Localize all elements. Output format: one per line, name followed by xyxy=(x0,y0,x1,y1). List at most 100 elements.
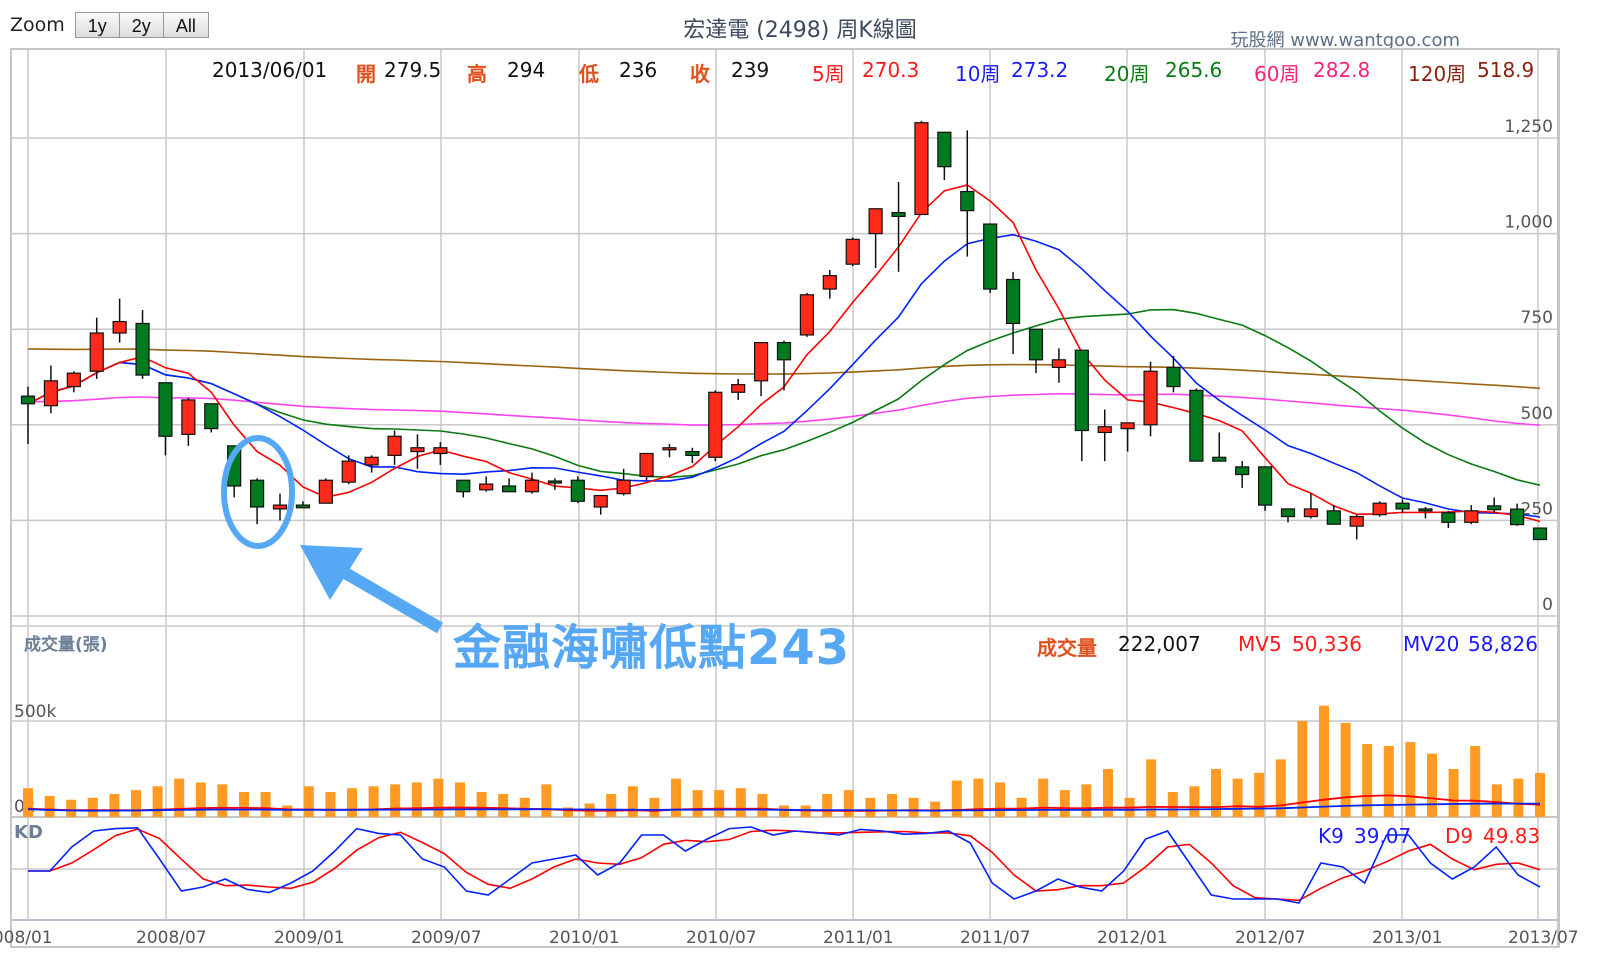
volume-bar xyxy=(692,790,703,817)
x-axis-label: 2012/07 xyxy=(1235,928,1306,948)
candlestick xyxy=(1074,349,1089,432)
volume-bar xyxy=(1016,797,1027,817)
volume-bar xyxy=(1189,786,1200,817)
volume-bar xyxy=(23,788,33,817)
volume-bar xyxy=(303,786,314,817)
volume-bar xyxy=(519,797,530,817)
volume-bar xyxy=(973,778,984,817)
volume-bar xyxy=(1340,722,1351,817)
ma120-label: 120周 xyxy=(1408,62,1467,86)
volume-bar xyxy=(1081,784,1092,817)
candlestick xyxy=(318,479,333,504)
candlestick xyxy=(158,382,173,437)
volume-bar xyxy=(1103,769,1113,817)
candlestick xyxy=(89,332,104,372)
volume-bar xyxy=(865,797,876,817)
candlestick xyxy=(204,403,219,430)
zoom-1y-button[interactable]: 1y xyxy=(74,12,120,38)
mv20-label: MV20 xyxy=(1403,632,1460,656)
volume-bar xyxy=(195,782,206,817)
volume-bar xyxy=(995,782,1005,817)
k9-label: K9 xyxy=(1318,824,1344,848)
volume-bar xyxy=(131,790,141,817)
open-value: 279.5 xyxy=(384,58,442,82)
candlestick xyxy=(1303,508,1319,518)
candlestick xyxy=(1349,515,1364,527)
zoom-2y-button[interactable]: 2y xyxy=(119,12,164,38)
y-axis-label: 1,000 xyxy=(1504,213,1553,233)
candlestick xyxy=(1532,527,1548,541)
mv20-value: 58,826 xyxy=(1468,632,1538,656)
volume-bar xyxy=(757,793,768,817)
x-axis-label: 2013/01 xyxy=(1372,928,1443,948)
candlestick xyxy=(410,447,425,453)
volume-bar xyxy=(1383,745,1394,817)
volume-bar xyxy=(1254,772,1265,817)
volume-bar xyxy=(282,805,293,817)
candlestick xyxy=(1372,502,1387,516)
volume-bar xyxy=(325,792,336,817)
candlestick xyxy=(1280,508,1296,518)
annotation-text: 金融海嘯低點243 xyxy=(453,620,851,676)
y-axis-label: 750 xyxy=(1521,308,1553,328)
candlestick xyxy=(685,450,700,456)
volume-label: 成交量 xyxy=(1037,636,1097,660)
volume-bar xyxy=(390,784,401,817)
candlestick xyxy=(364,456,379,466)
x-axis-label: 2010/07 xyxy=(686,928,757,948)
volume-bar xyxy=(908,797,919,817)
candlestick xyxy=(822,275,837,290)
x-axis-label: 2012/01 xyxy=(1097,928,1168,948)
candlestick xyxy=(295,504,311,509)
volume-bar xyxy=(887,793,897,817)
ma5-value: 270.3 xyxy=(862,58,920,82)
x-axis-label: 2011/01 xyxy=(823,928,894,948)
volume-bar xyxy=(109,793,120,817)
volume-bar xyxy=(1059,790,1070,817)
candlestick xyxy=(1120,422,1135,430)
candlestick xyxy=(181,399,196,435)
volume-bar xyxy=(217,784,228,817)
volume-bar xyxy=(368,786,379,817)
ma60-line xyxy=(27,392,1541,426)
volume-bar xyxy=(347,788,357,817)
volume-bar xyxy=(627,786,638,817)
volume-bar xyxy=(822,793,833,817)
volume-bar xyxy=(1470,745,1481,817)
volume-bar xyxy=(843,790,854,817)
candlestick xyxy=(112,320,127,334)
range-selector: Zoom 1y 2y All xyxy=(10,12,209,38)
ma10-label: 10周 xyxy=(955,62,1001,86)
candlestick xyxy=(616,479,631,495)
x-axis-label: 2009/07 xyxy=(411,928,482,948)
candlestick xyxy=(891,211,906,217)
open-label: 開 xyxy=(356,62,376,86)
candlestick xyxy=(753,341,769,382)
mv20-line xyxy=(27,802,1540,812)
ma5-label: 5周 xyxy=(812,62,845,86)
candlestick xyxy=(1028,328,1044,361)
candlestick xyxy=(1441,512,1456,523)
volume-bar xyxy=(541,784,552,817)
candlestick xyxy=(1005,278,1021,325)
zoom-all-button[interactable]: All xyxy=(163,12,209,38)
d9-line xyxy=(28,828,1541,902)
k9-line xyxy=(28,826,1541,904)
candlestick xyxy=(456,479,471,493)
ma60-label: 60周 xyxy=(1254,62,1300,86)
ma20-line xyxy=(27,308,1541,486)
volume-bar xyxy=(1211,769,1221,817)
candlestick xyxy=(1166,366,1181,388)
volume-bar xyxy=(649,797,660,817)
volume-bar xyxy=(930,801,941,817)
candlestick xyxy=(387,435,402,456)
candlestick xyxy=(708,391,723,458)
candlestick xyxy=(501,485,517,493)
x-axis-label: 2010/01 xyxy=(549,928,620,948)
candlestick xyxy=(433,447,448,455)
candlestick xyxy=(1097,426,1112,434)
mv5-value: 50,336 xyxy=(1292,632,1362,656)
low-label: 低 xyxy=(579,62,599,86)
annotation-arrow-shaft xyxy=(336,564,444,634)
